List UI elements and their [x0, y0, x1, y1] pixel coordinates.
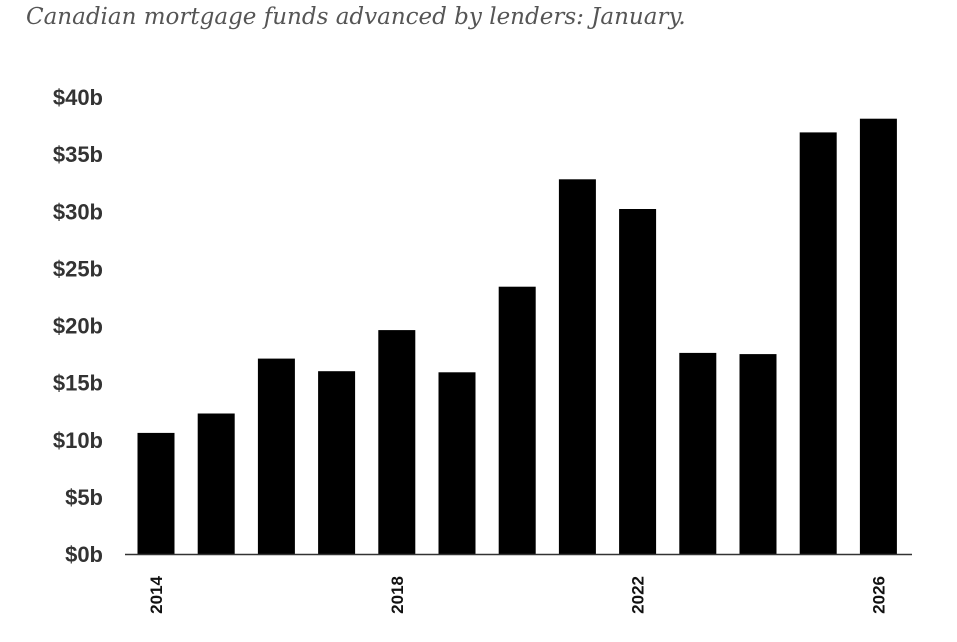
bar-2014	[137, 432, 175, 554]
bar-2026	[859, 118, 897, 554]
y-tick-label: $35b	[53, 142, 103, 167]
y-tick-label: $10b	[53, 428, 103, 453]
bar-2022	[619, 209, 657, 554]
y-tick-label: $15b	[53, 371, 103, 396]
y-tick-label: $40b	[53, 85, 103, 110]
bar-2019	[438, 372, 476, 554]
bar-2021	[558, 179, 596, 555]
y-tick-label: $25b	[53, 256, 103, 281]
y-axis: $0b $5b $10b $15b $20b $25b $30b $35b $40b	[53, 85, 103, 567]
x-tick-label: 2026	[869, 576, 888, 614]
bar-2020	[498, 286, 536, 554]
x-axis: 2014 2018 2022 2026	[147, 575, 888, 613]
bar-2018	[378, 330, 416, 554]
y-tick-label: $30b	[53, 199, 103, 224]
y-tick-label: $5b	[65, 485, 103, 510]
y-tick-label: $0b	[65, 542, 103, 567]
x-tick-label: 2018	[388, 576, 407, 614]
bar-2025	[799, 132, 837, 554]
bar-2023	[679, 352, 717, 554]
bar-2016	[257, 358, 295, 554]
x-tick-label: 2022	[629, 576, 648, 614]
bars	[137, 118, 897, 555]
chart-subtitle: Canadian mortgage funds advanced by lend…	[26, 4, 686, 30]
bar-2017	[318, 371, 356, 554]
y-tick-label: $20b	[53, 314, 103, 339]
x-tick-label: 2014	[147, 575, 166, 613]
bar-2024	[739, 354, 777, 554]
bar-2015	[197, 413, 235, 554]
